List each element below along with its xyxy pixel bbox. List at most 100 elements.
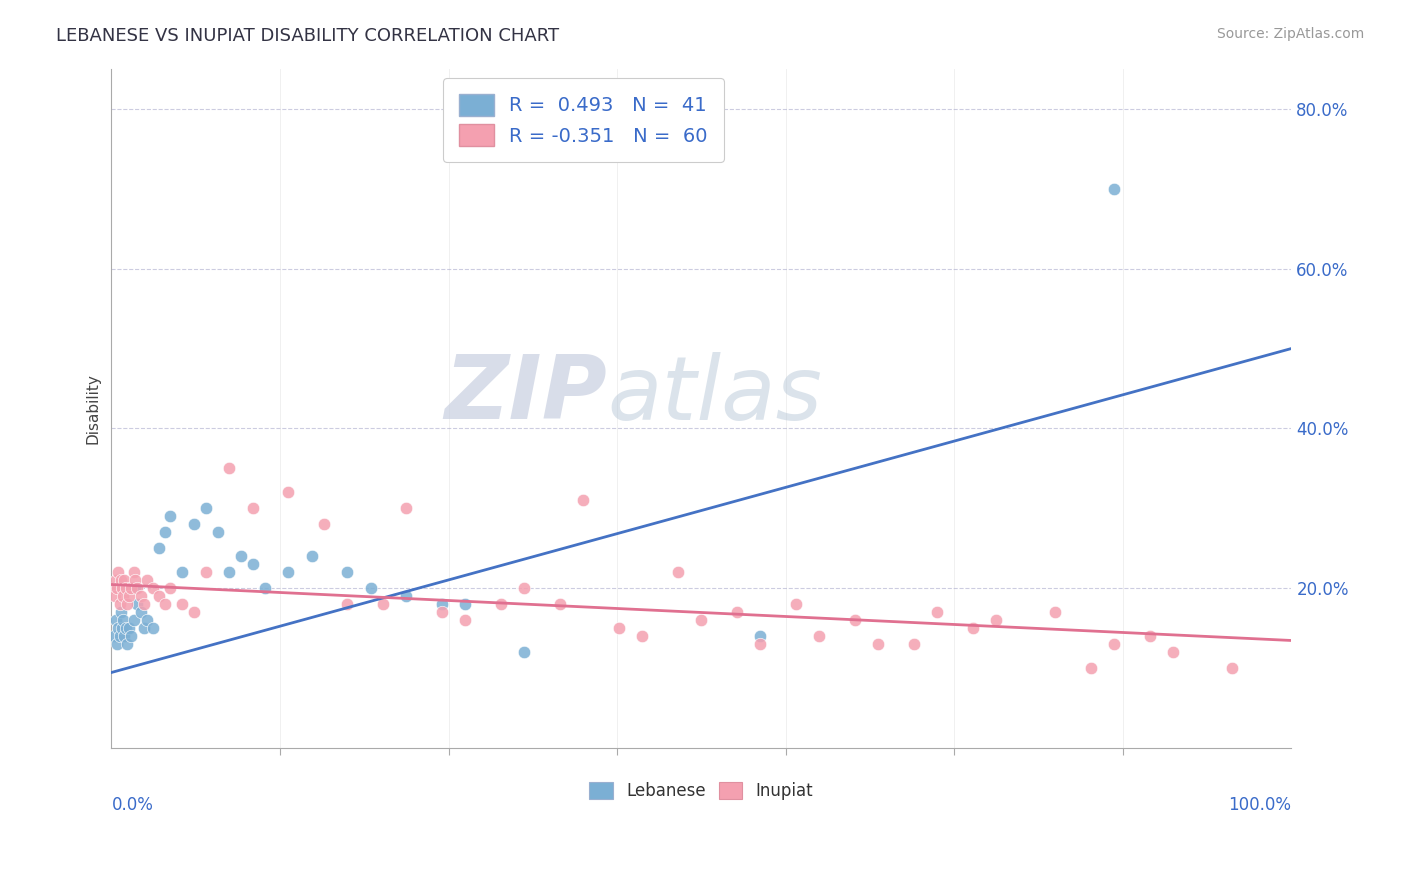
Point <box>666 566 689 580</box>
Point <box>122 614 145 628</box>
Point <box>124 574 146 588</box>
Point <box>360 582 382 596</box>
Point <box>371 598 394 612</box>
Point <box>108 598 131 612</box>
Text: 0.0%: 0.0% <box>111 796 153 814</box>
Point <box>172 598 194 612</box>
Text: atlas: atlas <box>607 352 823 438</box>
Point <box>122 566 145 580</box>
Point <box>153 598 176 612</box>
Point <box>785 598 807 612</box>
Point <box>1139 630 1161 644</box>
Point <box>159 509 181 524</box>
Point <box>118 590 141 604</box>
Point <box>194 501 217 516</box>
Point <box>124 582 146 596</box>
Point <box>489 598 512 612</box>
Point <box>454 614 477 628</box>
Point <box>1104 181 1126 195</box>
Point <box>1163 645 1185 659</box>
Point <box>114 622 136 636</box>
Text: ZIP: ZIP <box>444 351 607 438</box>
Point <box>142 582 165 596</box>
Point <box>218 566 240 580</box>
Point <box>312 517 335 532</box>
Point <box>395 501 418 516</box>
Point <box>103 630 125 644</box>
Point <box>631 630 654 644</box>
Point <box>111 622 134 636</box>
Point <box>868 638 890 652</box>
Point <box>513 582 536 596</box>
Point <box>104 590 127 604</box>
Point <box>107 566 129 580</box>
Point <box>253 582 276 596</box>
Point <box>148 541 170 556</box>
Point <box>808 630 831 644</box>
Point <box>1222 661 1244 675</box>
Point <box>207 525 229 540</box>
Point <box>135 574 157 588</box>
Point <box>105 574 128 588</box>
Text: LEBANESE VS INUPIAT DISABILITY CORRELATION CHART: LEBANESE VS INUPIAT DISABILITY CORRELATI… <box>56 27 560 45</box>
Point <box>127 598 149 612</box>
Point <box>129 606 152 620</box>
Point <box>513 645 536 659</box>
Point <box>134 622 156 636</box>
Point <box>105 638 128 652</box>
Point <box>105 582 128 596</box>
Point <box>903 638 925 652</box>
Point <box>114 582 136 596</box>
Point <box>548 598 571 612</box>
Point <box>194 566 217 580</box>
Point <box>153 525 176 540</box>
Point <box>301 549 323 564</box>
Point <box>454 598 477 612</box>
Point <box>1104 638 1126 652</box>
Point <box>110 574 132 588</box>
Point <box>148 590 170 604</box>
Point <box>242 558 264 572</box>
Point <box>277 485 299 500</box>
Point <box>115 598 138 612</box>
Text: 100.0%: 100.0% <box>1229 796 1292 814</box>
Point <box>112 630 135 644</box>
Point <box>110 606 132 620</box>
Point <box>1045 606 1067 620</box>
Point <box>725 606 748 620</box>
Point <box>103 582 125 596</box>
Point <box>986 614 1008 628</box>
Point <box>218 461 240 475</box>
Point <box>107 622 129 636</box>
Point <box>927 606 949 620</box>
Point <box>607 622 630 636</box>
Point <box>105 614 128 628</box>
Point <box>121 582 143 596</box>
Point <box>572 493 595 508</box>
Point <box>159 582 181 596</box>
Point <box>336 566 359 580</box>
Point <box>844 614 866 628</box>
Y-axis label: Disability: Disability <box>86 373 100 444</box>
Point <box>430 598 453 612</box>
Point <box>1080 661 1102 675</box>
Point <box>112 590 135 604</box>
Point <box>112 574 135 588</box>
Point <box>118 622 141 636</box>
Point <box>121 630 143 644</box>
Point <box>749 638 772 652</box>
Point <box>183 606 205 620</box>
Legend: Lebanese, Inupiat: Lebanese, Inupiat <box>581 773 821 808</box>
Point <box>172 566 194 580</box>
Point <box>108 630 131 644</box>
Point <box>115 638 138 652</box>
Point <box>135 614 157 628</box>
Point <box>134 598 156 612</box>
Point <box>690 614 713 628</box>
Point <box>183 517 205 532</box>
Point <box>231 549 253 564</box>
Point <box>336 598 359 612</box>
Point <box>112 614 135 628</box>
Point <box>111 582 134 596</box>
Point <box>142 622 165 636</box>
